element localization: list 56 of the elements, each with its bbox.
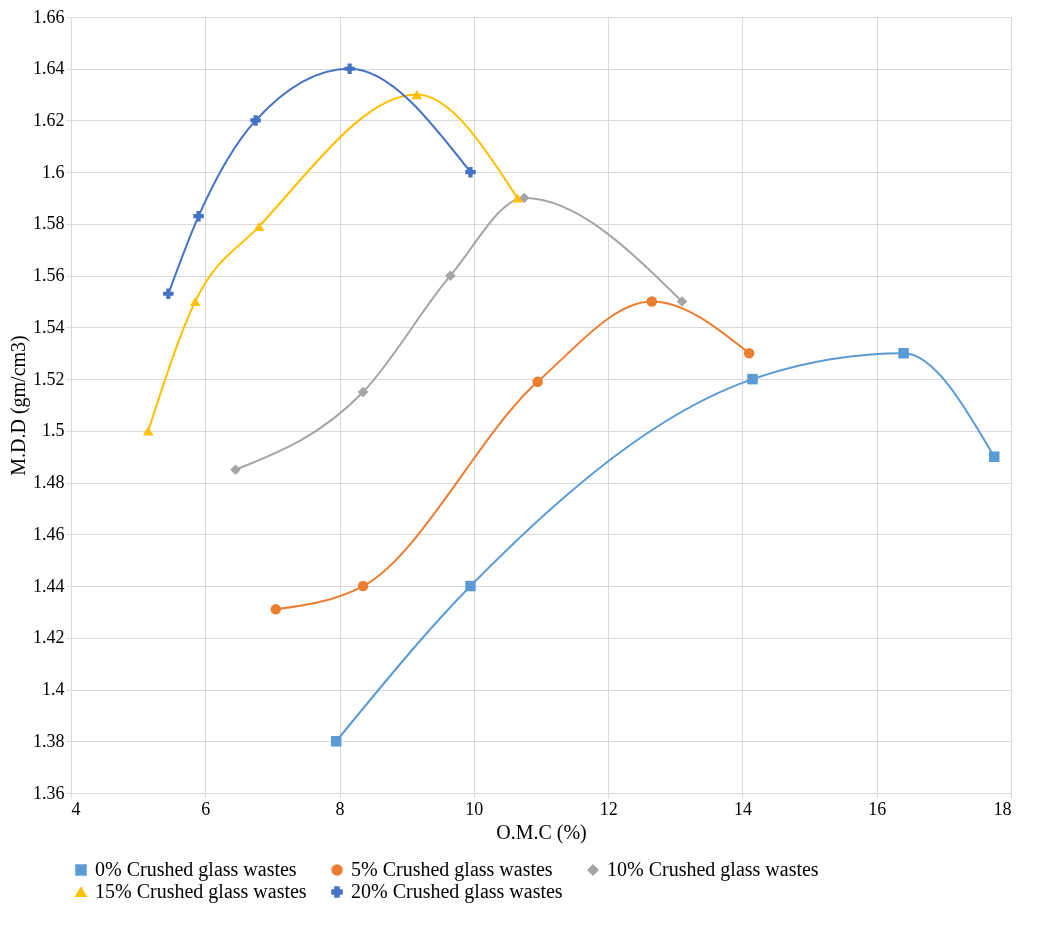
point bbox=[512, 193, 523, 203]
y-tick-label: 1.66 bbox=[33, 6, 65, 27]
legend-label: 20% Crushed glass wastes bbox=[351, 880, 563, 903]
y-axis-title: M.D.D (gm/cm3) bbox=[7, 335, 30, 476]
point bbox=[230, 464, 241, 475]
point bbox=[357, 386, 369, 398]
point bbox=[676, 296, 688, 307]
y-tick-label: 1.64 bbox=[33, 58, 65, 79]
y-tick-label: 1.6 bbox=[42, 161, 65, 182]
point bbox=[193, 210, 204, 222]
y-tick-label: 1.4 bbox=[42, 679, 65, 700]
point bbox=[743, 348, 755, 359]
point bbox=[344, 63, 355, 74]
point bbox=[270, 604, 282, 615]
x-tick-label: 16 bbox=[868, 798, 887, 819]
point bbox=[357, 580, 369, 592]
y-tick-label: 1.48 bbox=[33, 472, 65, 493]
x-tick-label: 10 bbox=[465, 798, 484, 819]
point bbox=[646, 296, 658, 307]
y-tick-label: 1.62 bbox=[33, 109, 65, 130]
y-tick-label: 1.54 bbox=[33, 316, 65, 337]
legend-label: 10% Crushed glass wastes bbox=[607, 858, 819, 881]
point bbox=[189, 296, 201, 307]
y-tick-label: 1.42 bbox=[33, 627, 65, 648]
y-tick-label: 1.44 bbox=[33, 575, 65, 596]
x-axis-title: O.M.C (%) bbox=[496, 820, 587, 844]
y-tick-label: 1.5 bbox=[42, 420, 65, 441]
y-tick-label: 1.56 bbox=[33, 265, 65, 286]
x-tick-label: 4 bbox=[71, 798, 81, 819]
point bbox=[445, 270, 456, 281]
point bbox=[411, 90, 423, 100]
legend-label: 0% Crushed glass wastes bbox=[95, 858, 297, 881]
point bbox=[142, 426, 154, 436]
point bbox=[253, 221, 265, 232]
y-tick-label: 1.38 bbox=[33, 730, 65, 751]
point bbox=[250, 115, 261, 126]
point bbox=[532, 376, 543, 387]
point bbox=[163, 288, 174, 300]
x-tick-label: 12 bbox=[599, 798, 618, 819]
legend-label: 5% Crushed glass wastes bbox=[351, 858, 553, 881]
y-tick-label: 1.46 bbox=[33, 523, 65, 544]
point bbox=[988, 451, 1000, 462]
y-tick-label: 1.36 bbox=[33, 782, 65, 803]
y-tick-label: 1.52 bbox=[33, 368, 65, 389]
x-tick-label: 8 bbox=[335, 798, 345, 819]
legend-label: 15% Crushed glass wastes bbox=[95, 880, 307, 903]
x-tick-label: 14 bbox=[733, 798, 752, 819]
x-tick-label: 18 bbox=[993, 798, 1012, 819]
x-tick-label: 6 bbox=[201, 798, 211, 819]
y-tick-label: 1.58 bbox=[33, 213, 65, 234]
point bbox=[465, 580, 476, 592]
point bbox=[747, 373, 758, 385]
point bbox=[330, 736, 342, 747]
point bbox=[518, 192, 530, 204]
point bbox=[898, 348, 909, 359]
point bbox=[465, 166, 476, 178]
